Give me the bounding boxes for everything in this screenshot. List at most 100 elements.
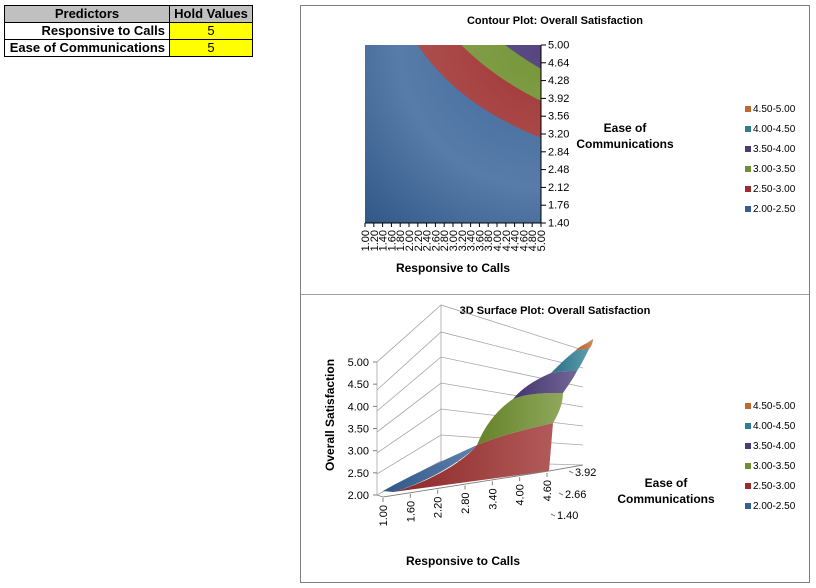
surface-x-tick-label: 1.00: [378, 505, 390, 526]
table-row: Ease of Communications 5: [4, 39, 253, 57]
contour-y-tick-label: 3.92: [548, 93, 569, 105]
contour-legend-swatch: [745, 186, 751, 192]
contour-x-tick-label: 2.80: [439, 230, 451, 251]
surface-band-2.00-2.50: [383, 445, 477, 492]
contour-y-axis-label: Ease of: [604, 121, 648, 135]
contour-x-tick-label: 1.00: [360, 230, 372, 251]
contour-x-axis-label: Responsive to Calls: [396, 261, 510, 275]
surface-x-tick-label: 4.00: [515, 484, 527, 505]
chart-frame[interactable]: Contour Plot: Overall Satisfaction 1.40 1…: [300, 5, 810, 583]
contour-legend-swatch: [745, 206, 751, 212]
surface-chart: 3D Surface Plot: Overall Satisfaction 2.…: [323, 304, 796, 568]
surface-x-tick-label: 2.80: [460, 493, 472, 514]
surface-legend-label: 2.50-3.00: [753, 481, 796, 492]
surface-legend-swatch: [745, 443, 751, 449]
contour-x-tick-label: 1.40: [378, 230, 390, 251]
contour-y-tick-label: 1.76: [548, 200, 569, 212]
surface-right-edge: [548, 464, 584, 472]
contour-band-3.00-3.50: [461, 45, 541, 101]
contour-legend-swatch: [745, 146, 751, 152]
hold-values-header: Hold Values: [169, 5, 253, 23]
surface-x-tick-label: 2.20: [433, 497, 445, 518]
contour-legend-label: 3.50-4.00: [753, 144, 796, 155]
contour-legend-swatch: [745, 126, 751, 132]
contour-x-tick-label: 1.20: [369, 230, 381, 251]
contour-legend-label: 3.00-3.50: [753, 164, 796, 175]
surface-y-axis-label: Ease of: [645, 476, 689, 490]
contour-x-tick-label: 3.40: [466, 230, 478, 251]
contour-legend-swatch: [745, 106, 751, 112]
contour-legend-label: 4.50-5.00: [753, 104, 796, 115]
surface-z-tick-label: 2.50: [348, 468, 369, 480]
surface-title: 3D Surface Plot: Overall Satisfaction: [460, 305, 651, 317]
surface-z-tick-label: 5.00: [348, 357, 369, 369]
contour-y-tick-label: 1.40: [548, 218, 569, 230]
contour-y-tick-label: 2.48: [548, 164, 569, 176]
contour-band-4.50-5.00: [366, 6, 591, 14]
predictors-header-row: Predictors Hold Values: [4, 5, 253, 23]
surface-z-tick-label: 4.00: [348, 401, 369, 413]
predictor-label: Ease of Communications: [4, 39, 170, 57]
surface-legend-swatch: [745, 483, 751, 489]
contour-y-tick-label: 2.84: [548, 146, 569, 158]
surface-x-tick-label: 4.60: [542, 480, 554, 501]
surface-legend-swatch: [745, 463, 751, 469]
contour-band-3.50-4.00: [505, 45, 541, 69]
surface-legend-swatch: [745, 503, 751, 509]
contour-y-tick-label: 2.12: [548, 182, 569, 194]
contour-x-tick-label: 1.60: [386, 230, 398, 251]
contour-x-tick-label: 3.20: [457, 230, 469, 251]
surface-y-tick: [550, 513, 556, 517]
contour-y-tick-label: 4.64: [548, 57, 569, 69]
contour-y-tick-label: 3.20: [548, 129, 569, 141]
surface-x-tick-label: 3.40: [487, 488, 499, 509]
chart-divider: [301, 294, 809, 295]
surface-legend-label: 3.00-3.50: [753, 461, 796, 472]
contour-x-tick-label: 2.00: [404, 230, 416, 251]
surface-y-tick-label: 3.92: [575, 467, 596, 479]
surface-z-tick-label: 2.00: [348, 490, 369, 502]
contour-legend-swatch: [745, 166, 751, 172]
surface-legend-swatch: [745, 403, 751, 409]
contour-x-tick-label: 1.80: [395, 230, 407, 251]
surface-y-axis-label: Communications: [617, 492, 715, 506]
surface-legend-label: 4.50-5.00: [753, 401, 796, 412]
contour-x-tick-label: 3.00: [448, 230, 460, 251]
predictor-label: Responsive to Calls: [4, 22, 170, 40]
surface-band-3.50-4.00: [513, 371, 577, 399]
surface-y-tick-label: 1.40: [557, 510, 578, 522]
contour-title: Contour Plot: Overall Satisfaction: [467, 15, 643, 27]
contour-y-tick-label: 4.28: [548, 75, 569, 87]
surface-legend-swatch: [745, 423, 751, 429]
surface-front-edge: [382, 470, 550, 498]
surface-z-tick-label: 3.50: [348, 424, 369, 436]
contour-legend-label: 4.00-4.50: [753, 124, 796, 135]
contour-legend-label: 2.00-2.50: [753, 204, 796, 215]
contour-y-tick-label: 5.00: [548, 40, 569, 52]
hold-value-cell[interactable]: 5: [169, 22, 253, 40]
contour-x-tick-label: 2.40: [422, 230, 434, 251]
contour-legend-label: 2.50-3.00: [753, 184, 796, 195]
surface-mesh: [383, 339, 593, 492]
contour-x-tick-label: 2.60: [430, 230, 442, 251]
contour-x-tick-label: 2.20: [413, 230, 425, 251]
contour-x-tick-label: 4.20: [501, 230, 513, 251]
surface-band-4.00-4.50: [551, 349, 589, 373]
contour-x-tick-label: 4.60: [518, 230, 530, 251]
contour-y-tick-label: 3.56: [548, 111, 569, 123]
surface-legend-label: 3.50-4.00: [753, 441, 796, 452]
surface-y-tick: [558, 492, 564, 496]
contour-x-tick-label: 3.60: [474, 230, 486, 251]
surface-band-3.00-3.50: [477, 393, 563, 445]
surface-z-tick-label: 4.50: [348, 379, 369, 391]
contour-x-tick-label: 4.80: [527, 230, 539, 251]
surface-band-4.50-5.00: [575, 339, 593, 351]
table-row: Responsive to Calls 5: [4, 22, 253, 40]
surface-y-tick: [568, 470, 574, 474]
surface-x-tick-label: 1.60: [405, 501, 417, 522]
contour-x-tick-label: 5.00: [536, 230, 548, 251]
hold-value-cell[interactable]: 5: [169, 39, 253, 57]
surface-band-2.50-3.00: [393, 423, 553, 492]
surface-z-axis-label: Overall Satisfaction: [323, 359, 337, 471]
predictors-table: Predictors Hold Values Responsive to Cal…: [4, 5, 253, 57]
